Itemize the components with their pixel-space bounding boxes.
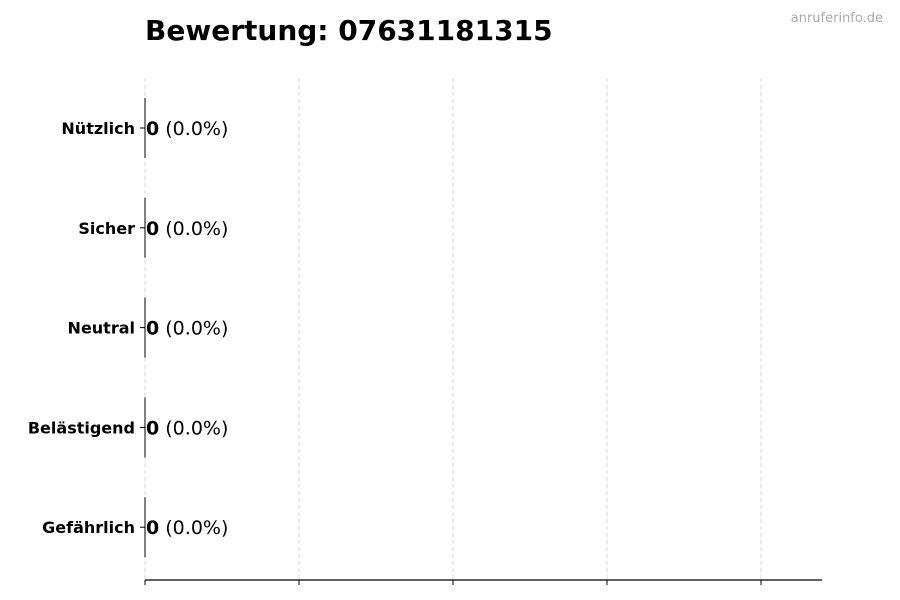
data-label-percent: (0.0%) <box>159 318 228 340</box>
data-label-percent: (0.0%) <box>159 417 228 439</box>
data-label-count: 0 <box>146 318 159 340</box>
data-label-count: 0 <box>146 118 159 140</box>
data-label-percent: (0.0%) <box>159 517 228 539</box>
data-label: 0 (0.0%) <box>146 417 228 439</box>
data-label-percent: (0.0%) <box>159 118 228 140</box>
y-tick-label: Sicher <box>78 219 135 238</box>
data-label-count: 0 <box>146 218 159 240</box>
y-tick-label: Belästigend <box>28 418 135 437</box>
y-tick-label: Neutral <box>68 319 135 338</box>
watermark: anruferinfo.de <box>791 11 883 26</box>
chart-title: Bewertung: 07631181315 <box>145 14 553 47</box>
data-label-count: 0 <box>146 517 159 539</box>
data-label: 0 (0.0%) <box>146 118 228 140</box>
y-tick-label: Gefährlich <box>42 518 135 537</box>
data-label-count: 0 <box>146 417 159 439</box>
y-tick-label: Nützlich <box>61 119 135 138</box>
data-label: 0 (0.0%) <box>146 318 228 340</box>
data-label: 0 (0.0%) <box>146 218 228 240</box>
data-label-percent: (0.0%) <box>159 218 228 240</box>
data-label: 0 (0.0%) <box>146 517 228 539</box>
